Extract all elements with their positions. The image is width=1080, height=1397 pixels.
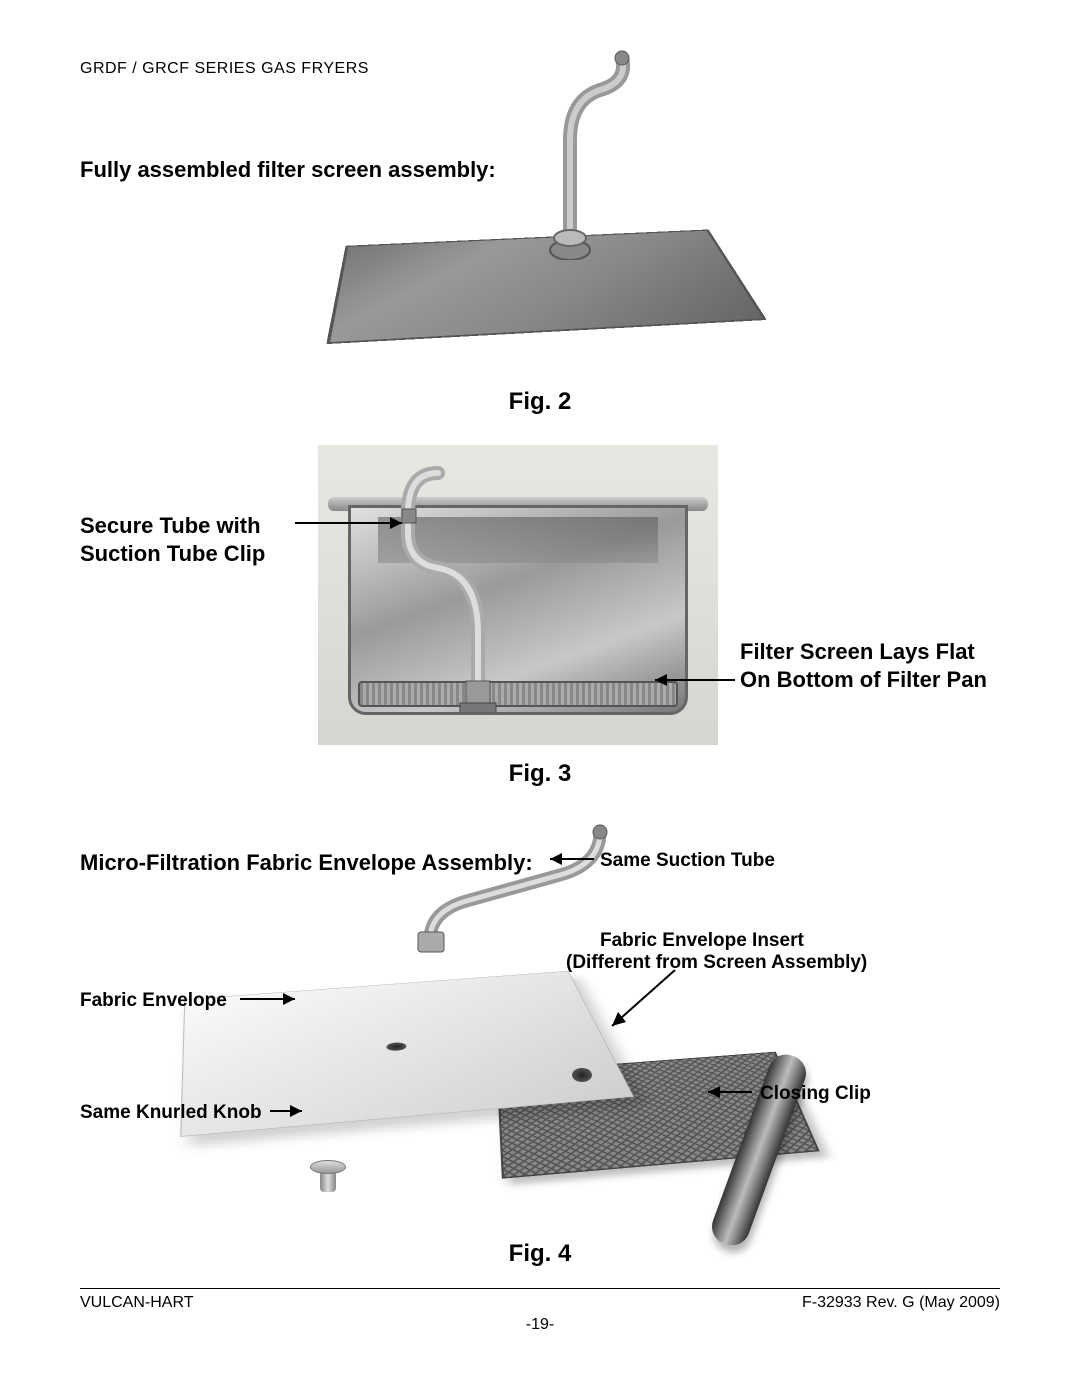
fig4-arrows: [80, 840, 1000, 1260]
fig3-arrows: [80, 445, 1000, 765]
page-header: GRDF / GRCF SERIES GAS FRYERS: [80, 60, 369, 78]
footer-page-number: -19-: [80, 1316, 1000, 1334]
footer-right: F-32933 Rev. G (May 2009): [802, 1294, 1000, 1312]
suction-tube-icon: [510, 50, 630, 260]
footer-left: VULCAN-HART: [80, 1294, 194, 1312]
fig4-caption: Fig. 4: [80, 1240, 1000, 1268]
footer-rule: [80, 1288, 1000, 1289]
fig3-caption: Fig. 3: [80, 760, 1000, 788]
fig2-caption: Fig. 2: [80, 388, 1000, 416]
fig2-image: [340, 40, 740, 380]
